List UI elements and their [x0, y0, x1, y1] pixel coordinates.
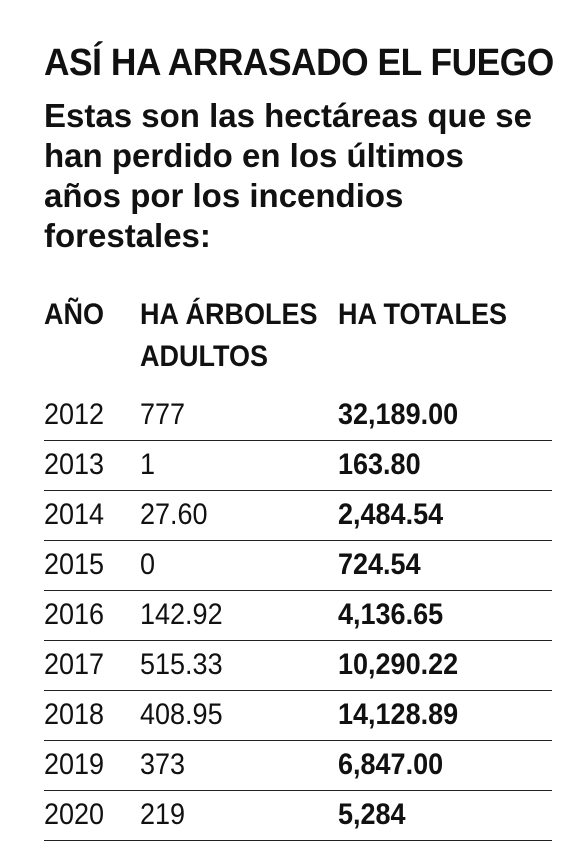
cell-year: 2012 — [44, 398, 105, 431]
cell-total: 6,847.00 — [338, 748, 444, 781]
cell-total: 2,484.54 — [338, 498, 444, 531]
table-row: 2014 27.60 2,484.54 — [44, 491, 552, 541]
cell-adult: 0 — [140, 548, 156, 581]
cell-adult: 27.60 — [140, 498, 208, 531]
cell-adult: 515.33 — [140, 648, 223, 681]
header-adult-trees: HA ÁRBOLES ADULTOS — [140, 298, 318, 373]
table-row: 2019 373 6,847.00 — [44, 741, 552, 791]
table-row: 2018 408.95 14,128.89 — [44, 691, 552, 741]
cell-adult: 219 — [140, 798, 186, 831]
cell-year: 2015 — [44, 548, 105, 581]
subtitle: Estas son las hectáreas que se han perdi… — [44, 97, 532, 254]
cell-year: 2013 — [44, 448, 105, 481]
cell-adult: 142.92 — [140, 598, 223, 631]
cell-total: 10,290.22 — [338, 648, 459, 681]
header-totals: HA TOTALES — [338, 298, 508, 331]
cell-total: 724.54 — [338, 548, 421, 581]
cell-year: 2020 — [44, 798, 105, 831]
table-header: AÑO HA ÁRBOLES ADULTOS HA TOTALES — [44, 294, 552, 386]
table-row: 2016 142.92 4,136.65 — [44, 591, 552, 641]
cell-year: 2019 — [44, 748, 105, 781]
page-title: ASÍ HA ARRASADO EL FUEGO — [44, 42, 554, 84]
cell-year: 2016 — [44, 598, 105, 631]
table-row: 2012 777 32,189.00 — [44, 391, 552, 441]
table-row: 2015 0 724.54 — [44, 541, 552, 591]
cell-adult: 777 — [140, 398, 186, 431]
table-body: 2012 777 32,189.00 2013 1 163.80 2014 27… — [44, 391, 552, 841]
header-year: AÑO — [44, 298, 105, 331]
cell-adult: 408.95 — [140, 698, 223, 731]
cell-total: 5,284 — [338, 798, 406, 831]
table-row: 2017 515.33 10,290.22 — [44, 641, 552, 691]
cell-total: 163.80 — [338, 448, 421, 481]
table-row: 2013 1 163.80 — [44, 441, 552, 491]
cell-total: 32,189.00 — [338, 398, 459, 431]
table-row: 2020 219 5,284 — [44, 791, 552, 841]
cell-year: 2017 — [44, 648, 105, 681]
cell-total: 4,136.65 — [338, 598, 444, 631]
cell-total: 14,128.89 — [338, 698, 459, 731]
cell-year: 2014 — [44, 498, 105, 531]
cell-adult: 373 — [140, 748, 186, 781]
cell-year: 2018 — [44, 698, 105, 731]
cell-adult: 1 — [140, 448, 156, 481]
